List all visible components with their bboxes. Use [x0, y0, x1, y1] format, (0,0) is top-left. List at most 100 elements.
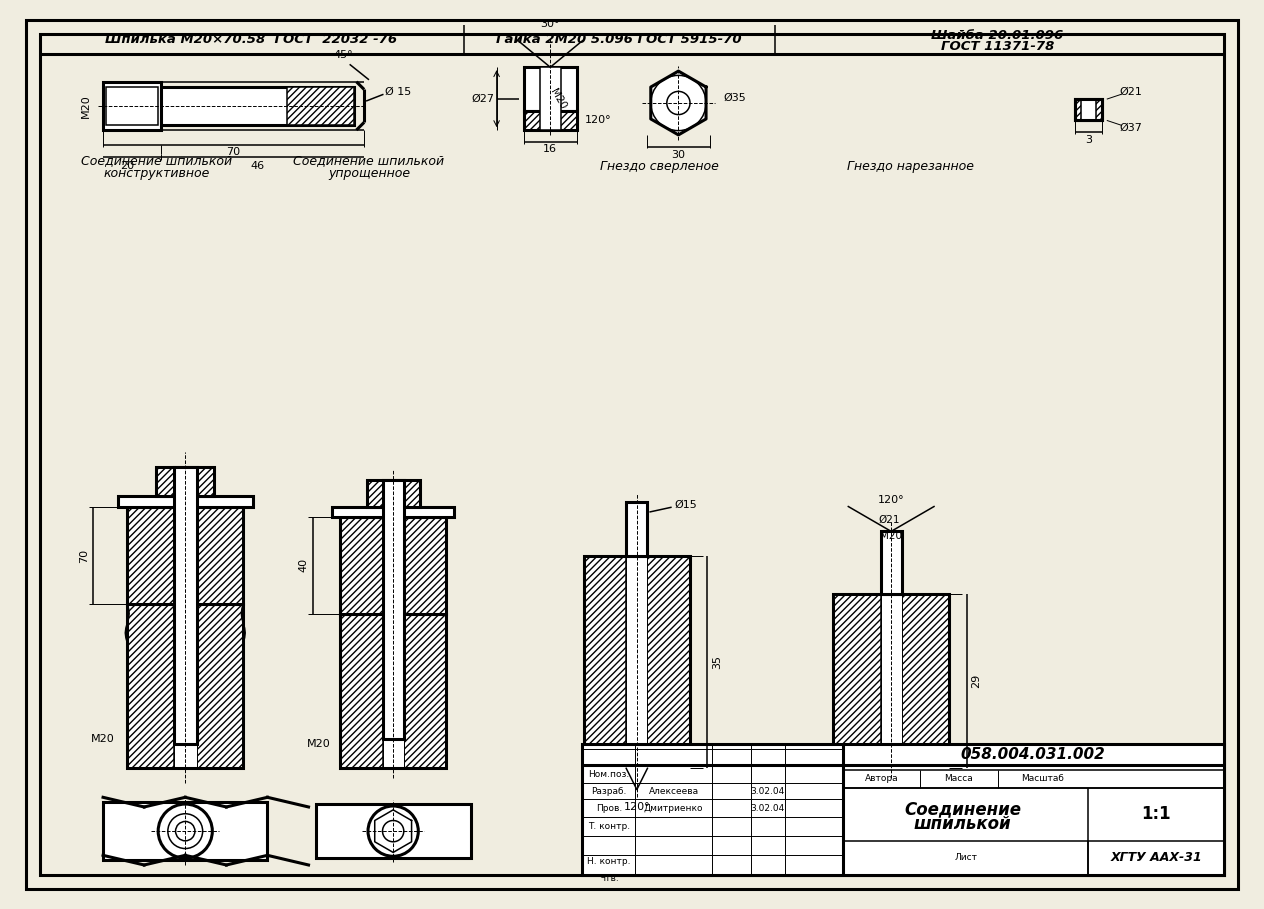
Text: 3: 3 — [1085, 135, 1092, 145]
Bar — [104, 802, 268, 860]
Bar — [173, 507, 197, 604]
Bar — [340, 517, 446, 614]
Bar — [626, 503, 647, 555]
Text: 70: 70 — [78, 548, 88, 563]
Bar — [106, 86, 158, 125]
Text: 46: 46 — [250, 161, 265, 171]
Text: Лист: Лист — [954, 853, 977, 862]
Bar — [1074, 99, 1102, 120]
Text: Масштаб: Масштаб — [1021, 774, 1064, 784]
Bar — [128, 604, 173, 768]
Polygon shape — [374, 810, 412, 853]
Text: M20: M20 — [91, 734, 115, 744]
Text: Разраб.: Разраб. — [592, 787, 627, 796]
Text: шпилькой: шпилькой — [914, 814, 1011, 833]
Text: Масса: Масса — [944, 774, 973, 784]
Text: 16: 16 — [544, 145, 557, 155]
Bar — [901, 594, 949, 768]
Text: Ø21: Ø21 — [878, 514, 900, 524]
Bar — [173, 466, 197, 744]
Text: Соединение: Соединение — [904, 801, 1021, 818]
Bar — [383, 480, 403, 739]
Text: Соединение шпилькой: Соединение шпилькой — [293, 155, 445, 167]
Text: 30°: 30° — [541, 19, 560, 29]
Bar — [403, 614, 446, 768]
Text: Автора: Автора — [865, 774, 899, 784]
Text: 45°: 45° — [332, 50, 353, 60]
Bar — [157, 466, 215, 495]
Bar — [197, 495, 253, 507]
Bar — [581, 744, 1224, 874]
Bar — [287, 86, 354, 125]
Bar — [173, 604, 197, 768]
Bar — [833, 594, 949, 768]
Polygon shape — [651, 71, 707, 135]
Text: Н. контр.: Н. контр. — [586, 856, 631, 865]
Bar — [584, 555, 690, 768]
Text: 120°: 120° — [877, 494, 905, 504]
Bar — [332, 507, 383, 517]
Bar — [383, 517, 403, 614]
Text: Шайба 20.01.096: Шайба 20.01.096 — [932, 29, 1063, 42]
Circle shape — [667, 92, 690, 115]
Bar — [367, 480, 420, 507]
Text: 058.004.031.002: 058.004.031.002 — [961, 747, 1106, 763]
Text: Т. контр.: Т. контр. — [588, 822, 629, 831]
Polygon shape — [626, 768, 647, 790]
Bar — [833, 594, 881, 768]
Text: Шпилька M20×70.58  ГОСТ  22032 -76: Шпилька M20×70.58 ГОСТ 22032 -76 — [105, 33, 397, 45]
Text: ХГТУ ААХ-31: ХГТУ ААХ-31 — [1110, 851, 1202, 864]
Text: 30: 30 — [671, 150, 685, 160]
Text: 29: 29 — [971, 674, 981, 688]
Bar — [367, 480, 383, 507]
Text: Ø21: Ø21 — [1120, 86, 1143, 96]
Text: упрощенное: упрощенное — [327, 167, 410, 180]
Text: M20: M20 — [880, 531, 902, 541]
Text: Гнездо нарезанное: Гнездо нарезанное — [847, 160, 975, 174]
Text: M20: M20 — [81, 94, 91, 118]
Bar — [173, 466, 197, 495]
Bar — [128, 604, 243, 768]
Bar — [128, 507, 243, 604]
Text: Чтв.: Чтв. — [599, 874, 618, 883]
Text: 3.02.04: 3.02.04 — [751, 804, 785, 814]
Bar — [128, 507, 173, 604]
Bar — [403, 507, 454, 517]
Text: Гнездо сверленое: Гнездо сверленое — [599, 160, 718, 174]
Bar — [523, 111, 576, 130]
Text: 3.02.04: 3.02.04 — [751, 787, 785, 796]
Bar — [383, 614, 403, 768]
Bar — [161, 86, 354, 125]
Bar — [104, 82, 161, 130]
Bar — [197, 466, 215, 495]
Text: Пров.: Пров. — [595, 804, 622, 814]
Text: Ø27: Ø27 — [471, 94, 494, 104]
Text: конструктивное: конструктивное — [104, 167, 210, 180]
Text: Ø15: Ø15 — [675, 500, 698, 510]
Bar — [118, 495, 253, 507]
Bar — [118, 495, 173, 507]
Bar — [584, 555, 626, 768]
Bar — [340, 614, 446, 768]
Text: Алексеева: Алексеева — [648, 787, 699, 796]
Text: Ø 15: Ø 15 — [384, 86, 411, 96]
Text: M20: M20 — [549, 86, 568, 111]
Bar — [403, 480, 420, 507]
Text: Ø37: Ø37 — [1120, 123, 1143, 133]
Text: Ном.поз.: Ном.поз. — [588, 770, 629, 779]
Text: ГОСТ 11371-78: ГОСТ 11371-78 — [940, 40, 1054, 54]
Bar — [197, 507, 243, 604]
Text: 120°: 120° — [585, 115, 612, 125]
Bar — [316, 804, 470, 858]
Bar — [1081, 99, 1096, 120]
Bar — [340, 517, 383, 614]
Text: 1:1: 1:1 — [1141, 805, 1170, 824]
Text: 40: 40 — [298, 558, 308, 573]
Bar — [340, 614, 383, 768]
Bar — [1074, 99, 1102, 120]
Bar — [540, 67, 561, 130]
Text: Гайка 2M20 5.096 ГОСТ 5915-70: Гайка 2M20 5.096 ГОСТ 5915-70 — [495, 33, 741, 45]
Bar — [647, 555, 690, 768]
Bar — [157, 466, 173, 495]
Bar — [197, 604, 243, 768]
